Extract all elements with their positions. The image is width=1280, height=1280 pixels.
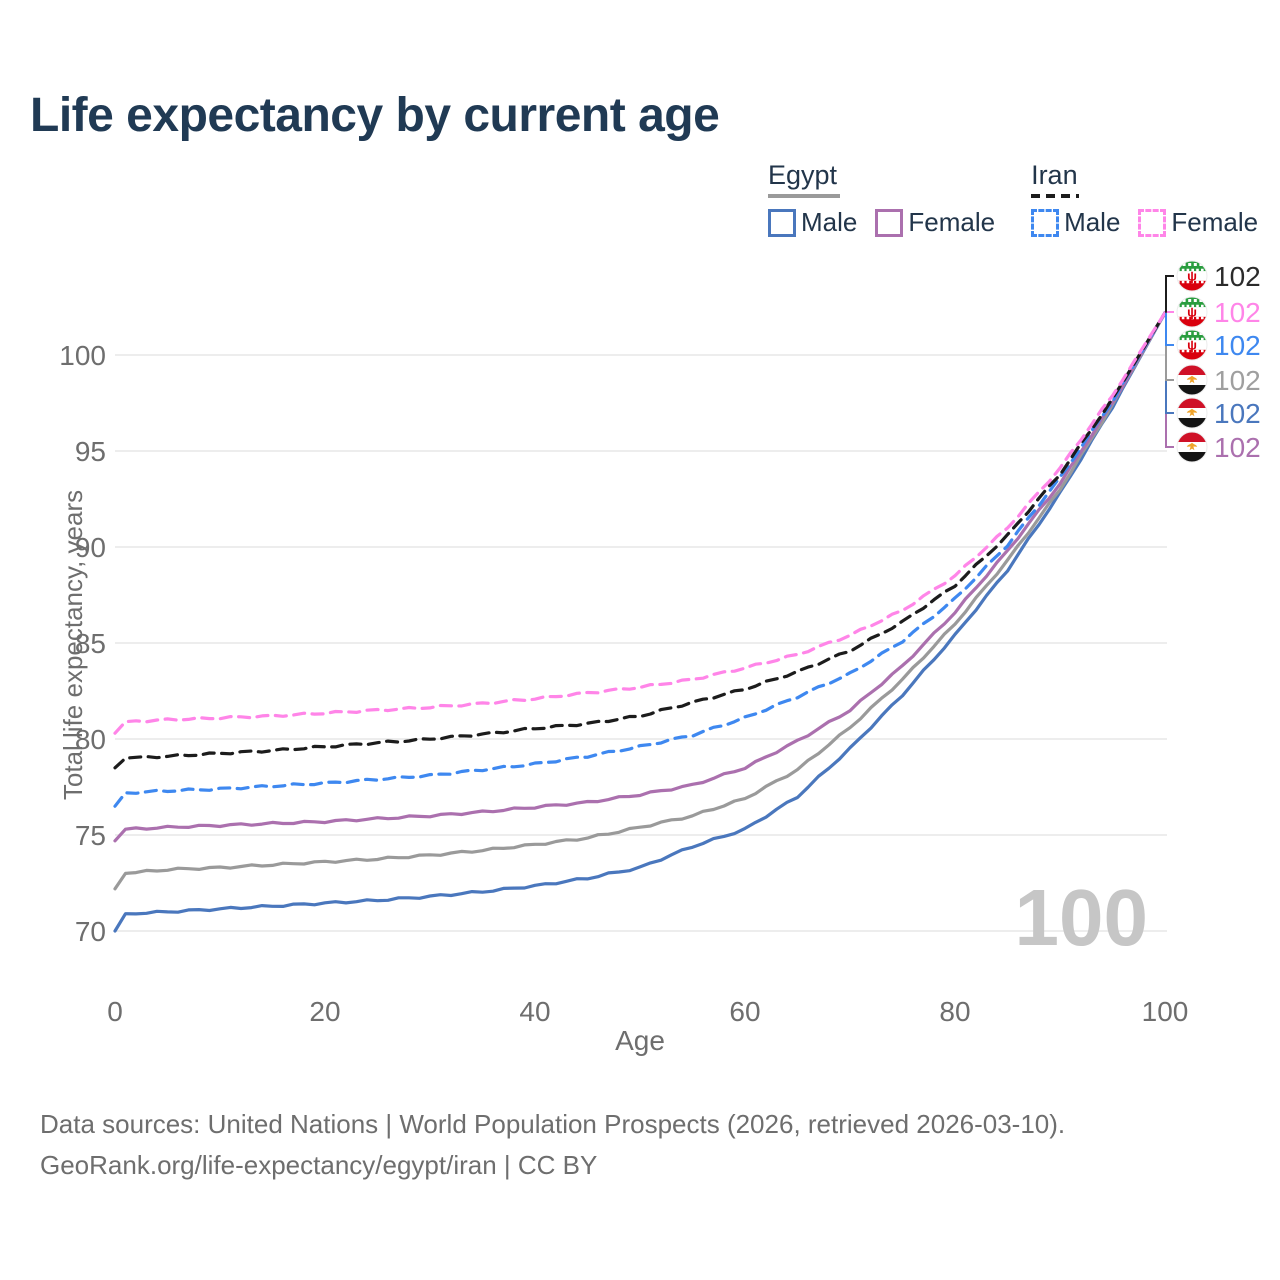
legend-item-egypt-female[interactable]: Female: [875, 207, 995, 238]
series-line-iran-all: [113, 311, 1167, 770]
end-value-label-egypt-male: 102: [1214, 398, 1261, 429]
legend-country-iran-line-swatch: [1031, 194, 1080, 198]
legend-country-egypt-line-swatch: [768, 194, 840, 198]
series-line-egypt-all: [113, 311, 1167, 891]
y-tick-label: 85: [75, 628, 106, 659]
egypt-eagle-glyph: [1186, 408, 1198, 417]
legend-item-egypt-male-label: Male: [801, 207, 858, 237]
legend-country-egypt[interactable]: Egypt: [768, 160, 995, 198]
legend-swatch-egypt-male: [768, 208, 796, 237]
source-note-line2: GeoRank.org/life-expectancy/egypt/iran |…: [40, 1150, 598, 1180]
watermark-age-indicator: 100: [1015, 873, 1148, 962]
end-value-label-iran-male: 102: [1214, 330, 1261, 361]
legend-country-iran[interactable]: Iran: [1031, 160, 1258, 198]
source-note-line1: Data sources: United Nations | World Pop…: [40, 1109, 1066, 1139]
y-tick-label: 75: [75, 820, 106, 851]
x-tick-label: 20: [309, 996, 340, 1027]
legend-group-iran: Iran Male Female: [1031, 160, 1258, 238]
x-tick-label: 60: [729, 996, 760, 1027]
x-tick-label: 40: [519, 996, 550, 1027]
iran-flag-icon: ψ: [1176, 260, 1208, 292]
end-value-label-iran-all: 102: [1214, 261, 1261, 292]
y-tick-label: 95: [75, 436, 106, 467]
iran-flag-icon: ψ: [1176, 296, 1208, 328]
legend-item-egypt-female-label: Female: [908, 207, 996, 237]
y-tick-label: 80: [75, 724, 106, 755]
x-axis-title: Age: [615, 1025, 665, 1056]
end-label-leader-egypt-male: [1165, 312, 1174, 414]
x-tick-label: 100: [1142, 996, 1189, 1027]
legend-swatch-egypt-female: [875, 208, 904, 237]
series-line-egypt-female: [113, 311, 1167, 843]
egypt-flag-icon: [1176, 364, 1208, 396]
series-line-iran-male: [113, 311, 1167, 808]
end-value-label-iran-female: 102: [1214, 297, 1261, 328]
end-label-leader-iran-female: [1165, 311, 1174, 313]
x-tick-label: 0: [107, 996, 123, 1027]
egypt-eagle-glyph: [1186, 442, 1198, 451]
egypt-eagle-glyph: [1186, 375, 1198, 384]
y-axis-title: Total life expectancy, years: [58, 490, 88, 800]
end-label-leader-iran-all: [1165, 275, 1174, 313]
iran-emblem-glyph: ψ: [1187, 338, 1197, 353]
end-value-label-egypt-female: 102: [1214, 432, 1261, 463]
end-value-label-egypt-all: 102: [1214, 365, 1261, 396]
series-line-egypt-male: [113, 311, 1167, 933]
legend-item-iran-female-label: Female: [1171, 207, 1259, 237]
legend-item-egypt-male[interactable]: Male: [768, 207, 857, 238]
iran-emblem-glyph: ψ: [1187, 305, 1197, 320]
series-line-iran-female: [113, 311, 1167, 735]
egypt-flag-icon: [1176, 431, 1208, 463]
chart-legend: Egypt Male Female Iran Male: [768, 160, 1258, 238]
egypt-flag-icon: [1176, 397, 1208, 429]
legend-item-iran-male-label: Male: [1064, 207, 1121, 237]
legend-item-iran-male[interactable]: Male: [1031, 207, 1120, 238]
y-tick-label: 100: [59, 340, 106, 371]
y-tick-label: 70: [75, 916, 106, 947]
y-tick-label: 90: [75, 532, 106, 563]
end-label-leader-iran-male: [1165, 312, 1174, 346]
legend-country-iran-label: Iran: [1031, 160, 1078, 190]
iran-flag-icon: ψ: [1176, 329, 1208, 361]
x-tick-label: 80: [939, 996, 970, 1027]
legend-item-iran-female[interactable]: Female: [1138, 207, 1258, 238]
source-note: Data sources: United Nations | World Pop…: [40, 1104, 1065, 1186]
legend-swatch-iran-male: [1031, 208, 1060, 237]
chart-title: Life expectancy by current age: [30, 89, 720, 142]
legend-country-egypt-label: Egypt: [768, 160, 838, 190]
end-label-leader-egypt-all: [1165, 312, 1174, 381]
legend-group-egypt: Egypt Male Female: [768, 160, 995, 238]
legend-swatch-iran-female: [1138, 208, 1167, 237]
iran-emblem-glyph: ψ: [1187, 269, 1197, 284]
